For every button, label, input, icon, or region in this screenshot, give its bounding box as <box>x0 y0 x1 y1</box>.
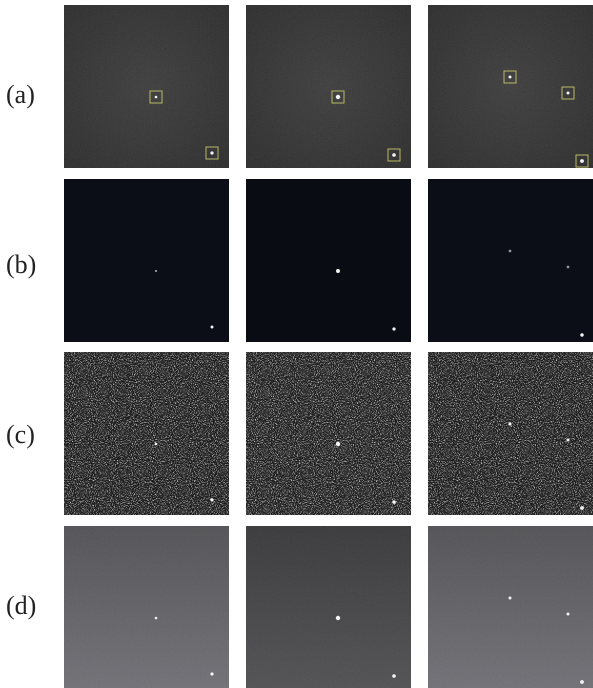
image-panel <box>64 179 229 342</box>
panel-noise <box>64 526 229 688</box>
image-panel <box>64 5 229 168</box>
star <box>392 500 396 504</box>
star <box>580 159 584 163</box>
panel-background <box>64 179 229 342</box>
image-panel <box>428 5 593 168</box>
star <box>567 613 570 616</box>
star <box>580 680 584 684</box>
star <box>210 672 213 675</box>
star <box>392 327 395 330</box>
image-panel <box>246 5 411 168</box>
star <box>509 423 512 426</box>
panel-noise <box>246 5 411 168</box>
figure: (a) (b) (c) (d) <box>0 0 593 688</box>
star <box>210 151 213 154</box>
star <box>392 153 396 157</box>
image-panel <box>428 352 593 515</box>
image-panel <box>64 352 229 515</box>
star <box>567 266 570 269</box>
star <box>509 597 512 600</box>
row-label: (b) <box>6 250 36 279</box>
row-label: (c) <box>6 420 35 449</box>
star <box>336 616 340 620</box>
panel-noise <box>64 352 229 515</box>
star <box>155 96 158 99</box>
panel-noise <box>428 352 593 515</box>
star <box>580 333 583 336</box>
panel-noise <box>428 526 593 688</box>
star <box>155 443 158 446</box>
star <box>336 442 340 446</box>
row-label: (d) <box>6 591 36 620</box>
image-panel <box>246 526 411 688</box>
row-label: (a) <box>6 80 35 109</box>
panel-noise <box>246 526 411 688</box>
row-labels: (a) (b) (c) (d) <box>6 80 36 620</box>
image-panel <box>428 526 593 688</box>
panel-noise <box>246 352 411 515</box>
panel-background <box>246 179 411 342</box>
star <box>392 674 396 678</box>
image-panel <box>64 526 229 688</box>
panel-noise <box>64 5 229 168</box>
star <box>155 270 157 272</box>
star <box>509 76 512 79</box>
image-panel <box>246 352 411 515</box>
star <box>567 92 570 95</box>
star <box>210 498 213 501</box>
star <box>336 269 340 273</box>
star <box>155 617 158 620</box>
image-panel <box>428 179 593 342</box>
page: (a) (b) (c) (d) (() => { const data = JS… <box>0 0 593 688</box>
star <box>580 506 584 510</box>
image-panel <box>246 179 411 342</box>
star <box>336 95 340 99</box>
star <box>211 326 214 329</box>
star <box>567 439 570 442</box>
image-grid <box>64 5 593 688</box>
star <box>509 250 512 253</box>
panel-background <box>428 179 593 342</box>
